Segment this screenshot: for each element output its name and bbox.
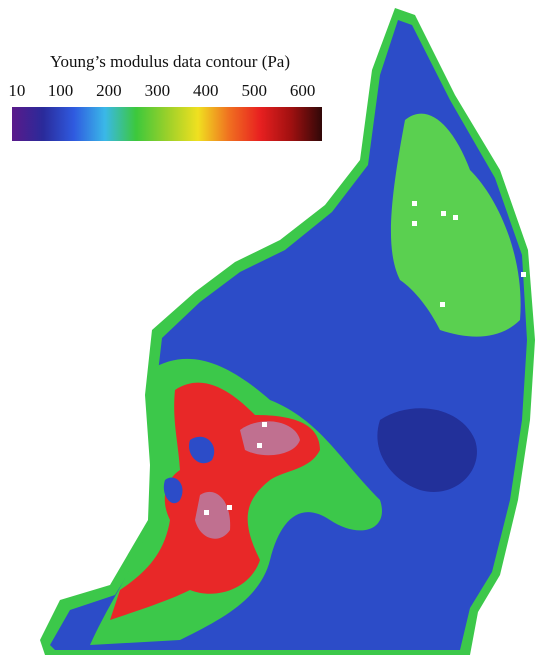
hole [189, 436, 215, 464]
colorbar-tick-label: 500 [241, 81, 267, 100]
colorbar-tick-label: 100 [48, 81, 74, 100]
colorbar [12, 107, 322, 141]
colorbar-tick-label: 300 [145, 81, 171, 100]
colorbar-tick-label: 10 [8, 81, 25, 100]
modulus-map [40, 8, 535, 655]
colorbar-tick-label: 600 [290, 81, 316, 100]
dark-region [377, 408, 477, 492]
markers [204, 201, 526, 515]
peak [240, 421, 300, 456]
green-region [390, 113, 521, 337]
hole [163, 477, 183, 504]
colorbar-title: Young’s modulus data contour (Pa) [50, 52, 290, 71]
colorbar-tick-label: 400 [193, 81, 219, 100]
colorbar-tick-label: 200 [96, 81, 122, 100]
peak [195, 491, 231, 539]
